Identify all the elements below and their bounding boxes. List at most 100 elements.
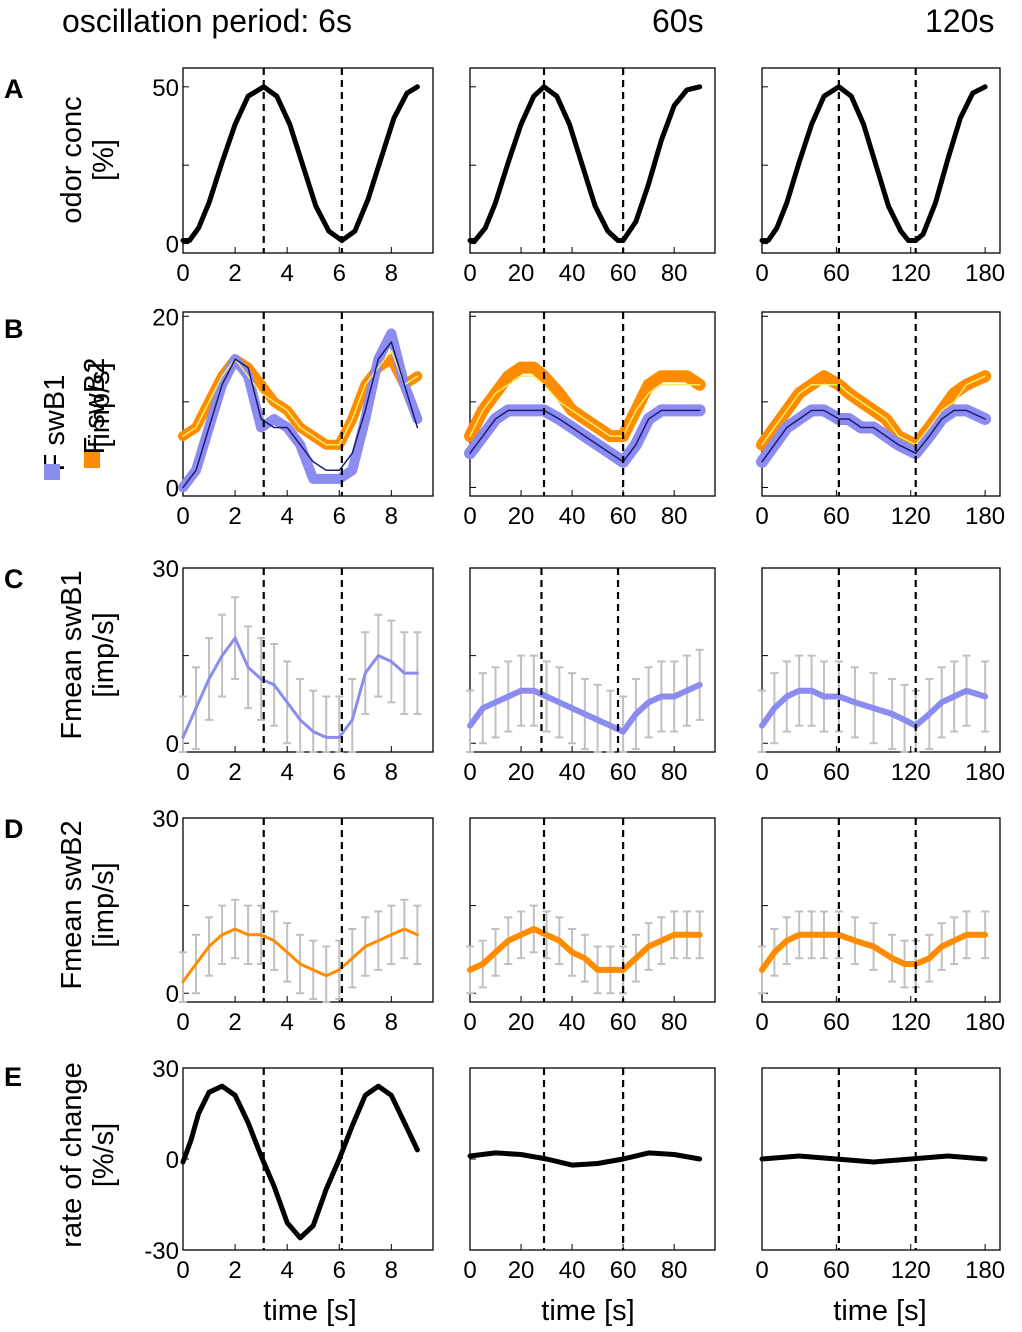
series-swB1-smoothed [761,409,986,463]
legend-swB1-swatch [44,464,60,480]
x-tick-label: 60 [823,1009,850,1036]
series-odor-conc [759,84,988,243]
series-Fmean-swB2 [181,927,419,984]
x-tick-label: 180 [965,503,1005,530]
x-tick-label: 80 [661,1009,688,1036]
ylabel-c-line2: [imp/s] [88,612,120,697]
x-tick-label: 60 [823,260,850,287]
panel-frame [182,67,434,254]
x-tick-label: 2 [228,759,241,786]
x-tick-label: 80 [661,260,688,287]
x-tick-label: 4 [280,1257,293,1284]
x-tick-label: 8 [385,1009,398,1036]
error-bars [179,898,422,1003]
x-tick-label: 80 [661,759,688,786]
x-tick-label: 6 [333,759,346,786]
x-tick-label: 0 [463,759,476,786]
x-tick-label: 120 [891,759,931,786]
series-odor-conc [180,84,420,243]
x-tick-label: 0 [463,1257,476,1284]
xlabel-60s: time [s] [541,1295,634,1327]
panel-frame [761,67,1001,254]
legend-b: F swB1 F swB2 [39,358,111,480]
x-tick-label: 6 [333,1257,346,1284]
x-tick-label: 2 [228,1257,241,1284]
panel-frame [469,817,716,1003]
series-rate-of-change [759,1153,988,1165]
x-tick-label: 60 [823,759,850,786]
x-tick-label: 60 [610,759,637,786]
legend-swB2-swatch [84,452,100,468]
x-tick-label: 20 [508,503,535,530]
legend-swB2-label: F swB2 [79,358,111,455]
panel-frame [182,1067,434,1251]
panel-B-120s: 0 60 120 180 [755,311,1005,530]
column-title-60s: 60s [652,3,704,39]
row-letter-d: D [4,814,24,844]
x-tick-label: 0 [463,503,476,530]
x-tick-label: 60 [823,503,850,530]
legend-swB1-label: F swB1 [39,375,71,472]
x-tick-label: 20 [508,1009,535,1036]
y-tick-label: 0 [166,475,179,502]
ylabel-a-line2: [%] [88,139,120,181]
x-tick-label: 180 [965,759,1005,786]
x-tick-label: 60 [610,260,637,287]
row-letter-a: A [4,74,24,104]
ylabel-c: Fmean swB1 [imp/s] [56,570,120,739]
ylabel-b-units: [imp/s] [84,362,116,447]
ylabel-d: Fmean swB2 [imp/s] [56,820,120,989]
x-tick-label: 180 [965,260,1005,287]
error-bars [179,596,422,753]
x-tick-label: 6 [333,1009,346,1036]
x-tick-label: 0 [755,759,768,786]
series-Fmean-swB2 [759,931,989,973]
series-swB1-smoothed [469,409,701,463]
ylabel-a: odor conc [%] [56,96,120,223]
x-tick-label: 120 [891,503,931,530]
x-tick-label: 6 [333,503,346,530]
ylabel-e-line2: [%/s] [88,1123,120,1187]
panel-frame [469,1067,716,1251]
panel-frame [761,311,1001,497]
x-tick-label: 4 [280,260,293,287]
x-tick-label: 0 [755,503,768,530]
x-tick-label: 0 [755,1257,768,1284]
x-tick-label: 60 [823,1257,850,1284]
x-tick-label: 2 [228,1009,241,1036]
panel-A-120s: 0 60 120 180 [755,67,1005,287]
series-swB2-smoothed [469,375,701,437]
panel-C-6s: 0 2 4 6 8 0 30 [152,556,434,786]
panel-frame [761,817,1001,1003]
x-tick-label: 120 [891,1257,931,1284]
panel-frame [182,567,434,753]
x-tick-label: 0 [463,260,476,287]
y-tick-label: 30 [152,806,179,833]
x-tick-label: 60 [610,503,637,530]
y-tick-label: 0 [166,1147,179,1174]
y-tick-label: 0 [166,731,179,758]
y-tick-label: -30 [144,1238,179,1265]
y-tick-label: 30 [152,556,179,583]
panel-D-6s: 0 2 4 6 8 0 30 [152,806,434,1036]
column-title-120s: 120s [925,3,994,39]
row-letter-c: C [4,564,24,594]
x-tick-label: 0 [755,260,768,287]
x-tick-label: 180 [965,1009,1005,1036]
y-tick-label: 30 [152,1056,179,1083]
panel-C-60s: 0 20 40 60 80 [463,567,716,786]
x-tick-label: 0 [176,503,189,530]
x-tick-label: 8 [385,503,398,530]
ylabel-d-line2: [imp/s] [88,862,120,947]
x-tick-label: 0 [176,1257,189,1284]
x-tick-label: 8 [385,260,398,287]
x-tick-label: 40 [559,1257,586,1284]
x-tick-label: 4 [280,1009,293,1036]
x-tick-label: 20 [508,759,535,786]
series-swB2-smoothed [182,349,419,446]
series-swB1-smoothed [182,341,419,489]
x-tick-label: 2 [228,503,241,530]
